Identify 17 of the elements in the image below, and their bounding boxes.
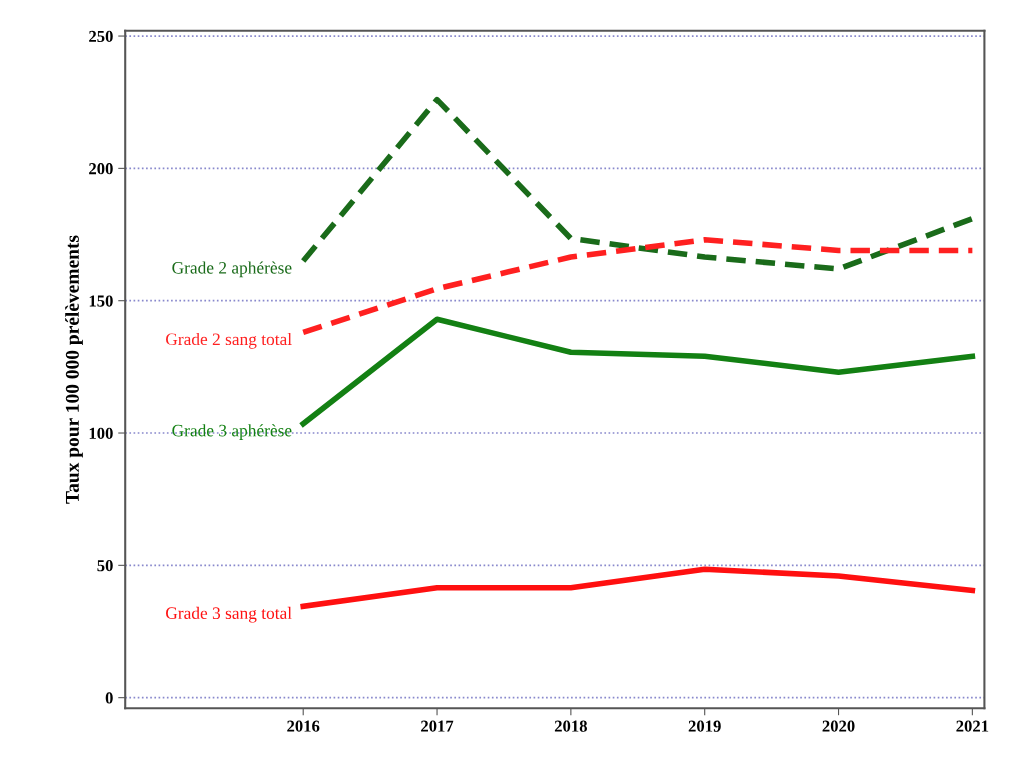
x-tick-label: 2020 bbox=[822, 720, 855, 732]
series-label: Grade 3 sang total bbox=[166, 606, 292, 623]
x-tick-label: 2017 bbox=[421, 720, 454, 732]
y-tick-label: 150 bbox=[89, 295, 113, 307]
y-tick-label: 50 bbox=[97, 560, 113, 572]
series-label: Grade 2 sang total bbox=[166, 332, 292, 349]
y-tick-label: 250 bbox=[89, 30, 113, 42]
x-tick-label: 2018 bbox=[554, 720, 587, 732]
series-label: Grade 2 aphérèse bbox=[172, 261, 292, 278]
x-tick-label: 2021 bbox=[956, 720, 989, 732]
x-tick-label: 2019 bbox=[688, 720, 721, 732]
y-tick-label: 0 bbox=[105, 692, 113, 704]
y-tick-label: 100 bbox=[89, 427, 113, 439]
series-label: Grade 3 aphérèse bbox=[172, 424, 292, 440]
y-tick-label: 200 bbox=[89, 163, 113, 175]
x-tick-label: 2016 bbox=[287, 720, 320, 732]
y-axis-title: Taux pour 100 000 prélèvements bbox=[65, 235, 83, 504]
